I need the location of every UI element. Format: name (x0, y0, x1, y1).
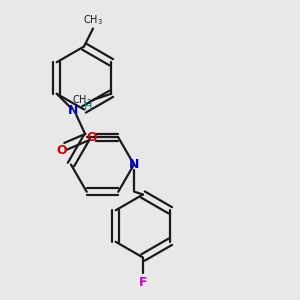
Text: O: O (86, 131, 97, 144)
Text: CH$_3$: CH$_3$ (72, 93, 92, 106)
Text: O: O (56, 144, 67, 157)
Text: N: N (68, 104, 78, 117)
Text: H: H (84, 102, 92, 112)
Text: F: F (139, 275, 147, 289)
Text: CH$_3$: CH$_3$ (83, 13, 103, 27)
Text: N: N (129, 158, 139, 171)
